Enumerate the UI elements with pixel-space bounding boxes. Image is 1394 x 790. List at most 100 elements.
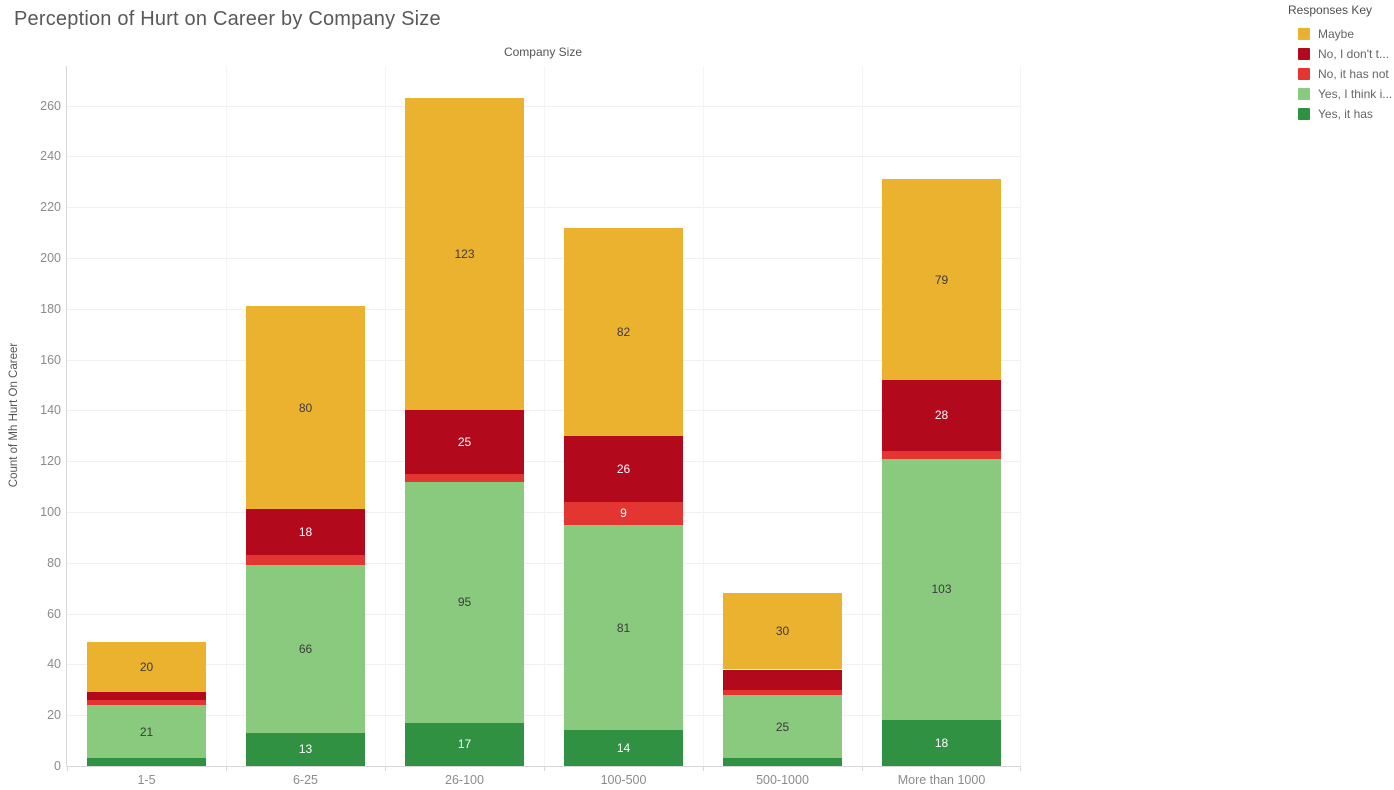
- bar-segment[interactable]: 13: [246, 732, 365, 766]
- legend-swatch-icon: [1298, 68, 1310, 80]
- column-axis-title: Company Size: [503, 45, 583, 59]
- column-separator: [544, 66, 545, 766]
- y-axis-tick-label: 100: [40, 505, 61, 519]
- bar-segment[interactable]: 17: [405, 722, 524, 766]
- x-axis-tick: [1020, 766, 1021, 771]
- bar-segment-value-label: 81: [616, 620, 631, 635]
- y-axis-title: Count of Mh Hurt On Career: [8, 342, 20, 488]
- bar-segment-value-label: 26: [616, 461, 631, 476]
- bar-segment[interactable]: [87, 699, 206, 706]
- bar-segment[interactable]: 123: [405, 98, 524, 411]
- bar-segment-value-label: 13: [298, 742, 313, 757]
- bar-segment-value-label: 66: [298, 642, 313, 657]
- bar-segment[interactable]: [87, 758, 206, 766]
- bar-segment-value-label: 28: [934, 408, 949, 423]
- legend-item-label: Yes, it has: [1318, 107, 1373, 121]
- legend-swatch-icon: [1298, 48, 1310, 60]
- bar-segment[interactable]: 103: [882, 458, 1001, 721]
- bar-segment-value-label: 18: [934, 736, 949, 751]
- legend-swatch-icon: [1298, 108, 1310, 120]
- bar-segment-value-label: 95: [457, 595, 472, 610]
- bar-segment[interactable]: 18: [882, 720, 1001, 766]
- bar-segment[interactable]: [882, 451, 1001, 459]
- legend-item-label: Yes, I think i...: [1318, 87, 1393, 101]
- y-axis-tick-label: 80: [47, 555, 61, 570]
- legend-item-label: No, I don't t...: [1318, 47, 1389, 61]
- column-separator: [226, 66, 227, 766]
- column-separator: [703, 66, 704, 766]
- legend: Responses Key Maybe No, I don't t... No, i…: [1288, 3, 1394, 124]
- legend-title: Responses Key: [1288, 3, 1373, 17]
- x-axis-tick: [67, 766, 68, 771]
- bar-segment-value-label: 17: [457, 737, 472, 752]
- x-axis-tick: [544, 766, 545, 771]
- legend-item-label: Maybe: [1318, 27, 1355, 41]
- bar-segment-value-label: 103: [931, 582, 952, 597]
- y-axis-tick-label: 20: [47, 708, 61, 723]
- legend-item[interactable]: No, I don't t...: [1288, 44, 1394, 64]
- bar-segment[interactable]: 81: [564, 524, 683, 731]
- y-axis-tick-label: 60: [47, 606, 61, 621]
- y-axis-tick-label: 220: [40, 200, 61, 215]
- x-axis-category-label: 26-100: [445, 773, 484, 787]
- y-axis-tick-label: 240: [40, 149, 61, 164]
- bar-segment[interactable]: [246, 555, 365, 566]
- bar-segment-value-label: 14: [616, 741, 631, 756]
- x-axis-category-label: More than 1000: [897, 773, 986, 787]
- x-axis-category-label: 500-1000: [756, 773, 809, 787]
- x-axis-category-label: 1-5: [137, 773, 156, 787]
- bar-segment[interactable]: [87, 692, 206, 700]
- y-axis-tick-label: 160: [40, 352, 61, 367]
- y-axis-tick-label: 0: [54, 759, 61, 773]
- bar-segment[interactable]: 20: [87, 641, 206, 693]
- bar-segment-value-label: 79: [934, 272, 949, 287]
- column-separator: [1020, 66, 1021, 766]
- bar-segment-value-label: 25: [457, 435, 472, 450]
- legend-item[interactable]: Maybe: [1288, 24, 1394, 44]
- bar-segment[interactable]: 14: [564, 730, 683, 766]
- bar-segment[interactable]: 21: [87, 705, 206, 759]
- bar-segment-value-label: 18: [298, 525, 313, 540]
- bar-segment[interactable]: 9: [564, 501, 683, 525]
- legend-item[interactable]: Yes, I think i...: [1288, 84, 1394, 104]
- bar-segment[interactable]: [723, 758, 842, 766]
- bar-segment[interactable]: 80: [246, 306, 365, 510]
- bar-segment-value-label: 82: [616, 324, 631, 339]
- y-axis-tick-label: 180: [40, 301, 61, 316]
- page-title: Perception of Hurt on Career by Company …: [14, 8, 441, 30]
- bar-segment[interactable]: 95: [405, 481, 524, 723]
- bar-segment[interactable]: 79: [882, 179, 1001, 380]
- x-axis-tick: [385, 766, 386, 771]
- bar-segment-value-label: 25: [775, 719, 790, 734]
- bar-segment[interactable]: 25: [405, 410, 524, 474]
- bar-segment[interactable]: [723, 689, 842, 695]
- bar-segment[interactable]: 30: [723, 593, 842, 670]
- y-axis-tick-label: 120: [40, 454, 61, 469]
- column-separator: [862, 66, 863, 766]
- x-axis-tick: [862, 766, 863, 771]
- bar-segment[interactable]: [405, 473, 524, 482]
- y-axis-tick-label: 140: [40, 403, 61, 418]
- bar-segment[interactable]: 28: [882, 379, 1001, 452]
- x-axis-tick: [703, 766, 704, 771]
- x-axis-tick: [226, 766, 227, 771]
- legend-item-label: No, it has not: [1318, 67, 1389, 81]
- legend-swatch-icon: [1298, 28, 1310, 40]
- legend-swatch-icon: [1298, 88, 1310, 100]
- bar-segment[interactable]: 66: [246, 565, 365, 733]
- x-axis-category-label: 100-500: [600, 773, 647, 787]
- bar-segment-value-label: 9: [620, 506, 627, 521]
- bar-segment-value-label: 80: [298, 400, 313, 415]
- bar-segment[interactable]: 82: [564, 227, 683, 436]
- bar-segment[interactable]: 18: [246, 509, 365, 556]
- legend-item[interactable]: No, it has not: [1288, 64, 1394, 84]
- x-axis-category-label: 6-25: [292, 773, 319, 787]
- bar-segment-value-label: 20: [139, 659, 154, 674]
- bar-segment[interactable]: 26: [564, 435, 683, 502]
- plot-area: 0 20 40 60 80 100 120 140 160 180 200 220 240 260 1-5 6…: [40, 66, 1021, 787]
- bar-segment-value-label: 123: [454, 247, 475, 262]
- bar-segment[interactable]: [723, 669, 842, 690]
- bar-segment[interactable]: 25: [723, 694, 842, 759]
- y-axis-tick-label: 260: [40, 98, 61, 113]
- legend-item[interactable]: Yes, it has: [1288, 104, 1394, 124]
